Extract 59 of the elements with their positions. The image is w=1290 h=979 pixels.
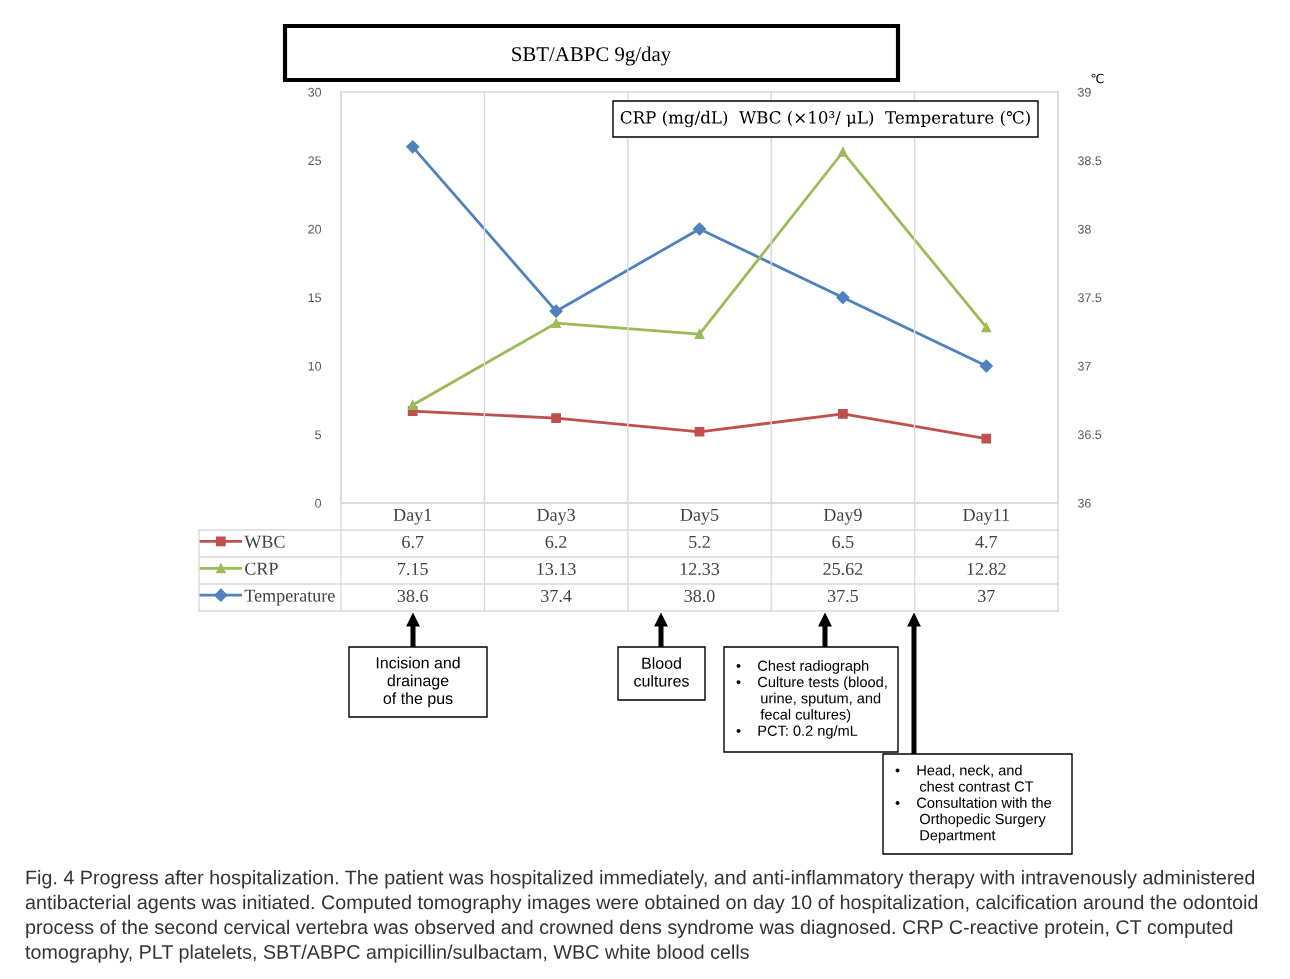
annotation: CRP (mg/dL) WBC (×10³/ μL) Temperature (℃) xyxy=(620,110,1030,128)
data-label: 12.82 xyxy=(967,562,1006,576)
chart-title: SBT/ABPC 9g/day xyxy=(512,46,672,66)
point xyxy=(694,426,705,437)
y-tick-label: 25 xyxy=(308,156,322,166)
point xyxy=(551,413,561,423)
x-tick-label: Day5 xyxy=(680,508,719,525)
data-label: 6.7 xyxy=(402,535,424,549)
data-label: 5.2 xyxy=(689,535,710,549)
point xyxy=(838,409,848,419)
data-label: 12.33 xyxy=(680,562,720,576)
legend-label: CRP xyxy=(245,562,278,575)
point xyxy=(407,400,418,410)
point xyxy=(549,304,563,318)
text: • Head, neck, and chest contrast CT • Consultation with the Orthopedic Surgery Department xyxy=(895,764,1052,844)
point xyxy=(406,140,420,154)
data-label: 38.6 xyxy=(397,589,428,603)
data-label: 37 xyxy=(978,589,995,603)
text: Incision and drainage of the pus xyxy=(376,656,460,708)
text: Blood cultures xyxy=(634,657,689,687)
y2-tick-label: 38.5 xyxy=(1077,156,1102,166)
point xyxy=(836,290,850,305)
y2-axis-title: ℃ xyxy=(1091,73,1104,84)
legend-label: Temperature xyxy=(244,589,335,606)
data-label: 4.7 xyxy=(975,535,998,549)
point xyxy=(979,359,993,373)
y2-tick-label: 39 xyxy=(1077,87,1091,97)
x-tick-label: Day1 xyxy=(393,508,432,525)
x-tick-label: Day3 xyxy=(537,508,575,525)
y2-tick-label: 36 xyxy=(1077,498,1091,508)
point xyxy=(981,322,992,333)
data-label: 38.0 xyxy=(684,589,715,603)
legend-label: WBC xyxy=(244,535,285,548)
x-tick-label: Day11 xyxy=(963,508,1009,525)
y2-tick-label: 37.5 xyxy=(1077,293,1102,303)
y-tick-label: 0 xyxy=(315,498,322,508)
x-tick-label: Day9 xyxy=(823,508,862,525)
y-tick-label: 30 xyxy=(308,87,322,97)
text: • Chest radiograph • Culture tests (blood, urine, sputum, and fecal cultures) • PCT: 0.2 ng/mL xyxy=(736,660,887,739)
y-tick-label: 20 xyxy=(308,224,322,234)
y-tick-label: 15 xyxy=(308,293,322,303)
y2-tick-label: 36.5 xyxy=(1077,430,1102,440)
data-label: 7.15 xyxy=(398,562,428,576)
point xyxy=(551,318,561,328)
data-label: 13.13 xyxy=(537,562,576,576)
data-label: 37.4 xyxy=(541,589,572,603)
data-label: 6.2 xyxy=(545,535,567,549)
point xyxy=(692,222,707,236)
caption: Fig. 4 Progress after hospitalization. The patient was hospitalized immediately, and anti-inflammatory therapy with intravenously administered antibacterial agents was initiated. Computed tomography images were obtained on day 10 of hospitalization, calcification around the odontoid process of the second cervical vertebra was observed and crowned dens syndrome was diagnosed. CRP C-reactive protein, CT computed tomography, PLT platelets, SBT/ABPC ampicillin/sulbactam, WBC white blood cells xyxy=(25,870,1258,963)
point xyxy=(981,433,992,444)
y2-tick-label: 38 xyxy=(1077,224,1091,234)
point xyxy=(694,329,705,339)
data-label: 37.5 xyxy=(827,589,858,603)
data-label: 25.62 xyxy=(823,562,863,576)
point xyxy=(838,147,848,157)
data-label: 6.5 xyxy=(832,535,854,549)
y2-tick-label: 37 xyxy=(1077,361,1091,371)
y-tick-label: 10 xyxy=(308,361,322,371)
y-tick-label: 5 xyxy=(315,430,322,440)
